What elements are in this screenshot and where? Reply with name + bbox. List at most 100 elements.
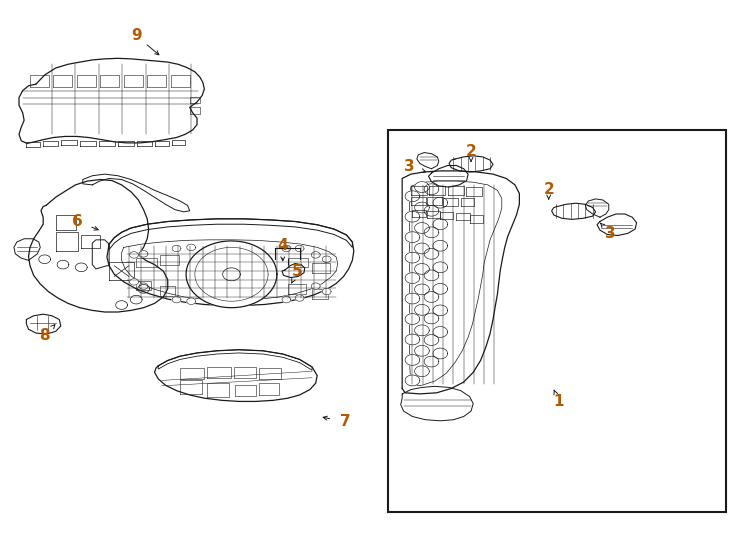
- Polygon shape: [180, 368, 203, 379]
- Polygon shape: [137, 258, 157, 267]
- Polygon shape: [405, 211, 420, 222]
- Polygon shape: [415, 222, 429, 233]
- Text: 3: 3: [605, 226, 616, 241]
- Text: 2: 2: [465, 144, 476, 159]
- Polygon shape: [30, 75, 49, 87]
- Polygon shape: [552, 203, 595, 219]
- Polygon shape: [433, 219, 448, 230]
- Polygon shape: [26, 314, 61, 334]
- Polygon shape: [424, 205, 439, 216]
- Polygon shape: [56, 214, 76, 230]
- Text: 7: 7: [340, 414, 350, 429]
- Polygon shape: [424, 292, 439, 302]
- Polygon shape: [429, 186, 446, 194]
- Polygon shape: [155, 350, 317, 401]
- Polygon shape: [449, 156, 493, 172]
- Polygon shape: [322, 288, 331, 295]
- Polygon shape: [433, 262, 448, 273]
- Polygon shape: [57, 260, 69, 269]
- Polygon shape: [405, 334, 420, 345]
- Polygon shape: [413, 210, 426, 217]
- Polygon shape: [597, 214, 636, 235]
- Polygon shape: [461, 198, 474, 206]
- Polygon shape: [233, 367, 255, 377]
- Text: 8: 8: [40, 328, 50, 343]
- Polygon shape: [172, 245, 181, 252]
- Polygon shape: [427, 211, 440, 218]
- Polygon shape: [107, 219, 354, 306]
- Polygon shape: [311, 252, 320, 258]
- Polygon shape: [83, 174, 189, 212]
- Polygon shape: [195, 247, 268, 301]
- Polygon shape: [433, 240, 448, 251]
- Polygon shape: [405, 273, 420, 284]
- Polygon shape: [402, 171, 520, 394]
- Polygon shape: [122, 240, 338, 300]
- Polygon shape: [189, 97, 200, 103]
- Polygon shape: [415, 346, 429, 356]
- Polygon shape: [54, 75, 73, 87]
- Polygon shape: [80, 141, 96, 146]
- Polygon shape: [401, 386, 473, 421]
- Text: 5: 5: [292, 264, 302, 279]
- Polygon shape: [411, 186, 427, 194]
- Polygon shape: [433, 348, 448, 359]
- Polygon shape: [424, 184, 439, 194]
- Polygon shape: [448, 186, 464, 194]
- Polygon shape: [207, 367, 230, 377]
- Polygon shape: [161, 286, 175, 296]
- Polygon shape: [312, 289, 328, 299]
- Polygon shape: [101, 75, 120, 87]
- Polygon shape: [424, 227, 439, 238]
- Polygon shape: [235, 385, 255, 396]
- Polygon shape: [137, 281, 151, 291]
- Polygon shape: [295, 245, 304, 252]
- Polygon shape: [411, 197, 426, 205]
- Polygon shape: [470, 215, 483, 222]
- Polygon shape: [14, 239, 40, 260]
- Polygon shape: [282, 296, 291, 303]
- Polygon shape: [109, 262, 134, 280]
- Polygon shape: [288, 284, 306, 294]
- Text: 2: 2: [543, 181, 554, 197]
- Polygon shape: [155, 141, 170, 146]
- Polygon shape: [433, 197, 448, 208]
- Polygon shape: [92, 240, 109, 269]
- Polygon shape: [405, 355, 420, 366]
- Polygon shape: [466, 187, 482, 195]
- Polygon shape: [424, 248, 439, 259]
- Polygon shape: [405, 252, 420, 263]
- Polygon shape: [159, 350, 312, 370]
- Polygon shape: [148, 75, 167, 87]
- Polygon shape: [405, 191, 420, 201]
- Polygon shape: [433, 305, 448, 316]
- Polygon shape: [77, 75, 96, 87]
- Polygon shape: [130, 279, 139, 285]
- Polygon shape: [288, 258, 308, 267]
- Polygon shape: [19, 58, 204, 144]
- Polygon shape: [118, 141, 134, 146]
- Polygon shape: [311, 283, 320, 289]
- Polygon shape: [282, 264, 305, 278]
- Polygon shape: [99, 141, 115, 146]
- Polygon shape: [186, 241, 277, 308]
- Polygon shape: [131, 295, 142, 304]
- Polygon shape: [415, 305, 429, 315]
- Polygon shape: [312, 263, 330, 273]
- Polygon shape: [295, 295, 304, 301]
- Polygon shape: [109, 219, 352, 249]
- Polygon shape: [405, 293, 420, 304]
- Polygon shape: [207, 383, 229, 396]
- Polygon shape: [282, 245, 291, 252]
- Polygon shape: [130, 252, 139, 258]
- Polygon shape: [457, 213, 470, 220]
- Polygon shape: [433, 327, 448, 338]
- Text: 1: 1: [553, 394, 564, 409]
- Polygon shape: [161, 255, 178, 265]
- Polygon shape: [415, 264, 429, 274]
- Polygon shape: [29, 179, 168, 312]
- Polygon shape: [427, 197, 442, 205]
- Polygon shape: [585, 199, 608, 217]
- Text: 6: 6: [72, 214, 83, 229]
- Polygon shape: [139, 283, 148, 289]
